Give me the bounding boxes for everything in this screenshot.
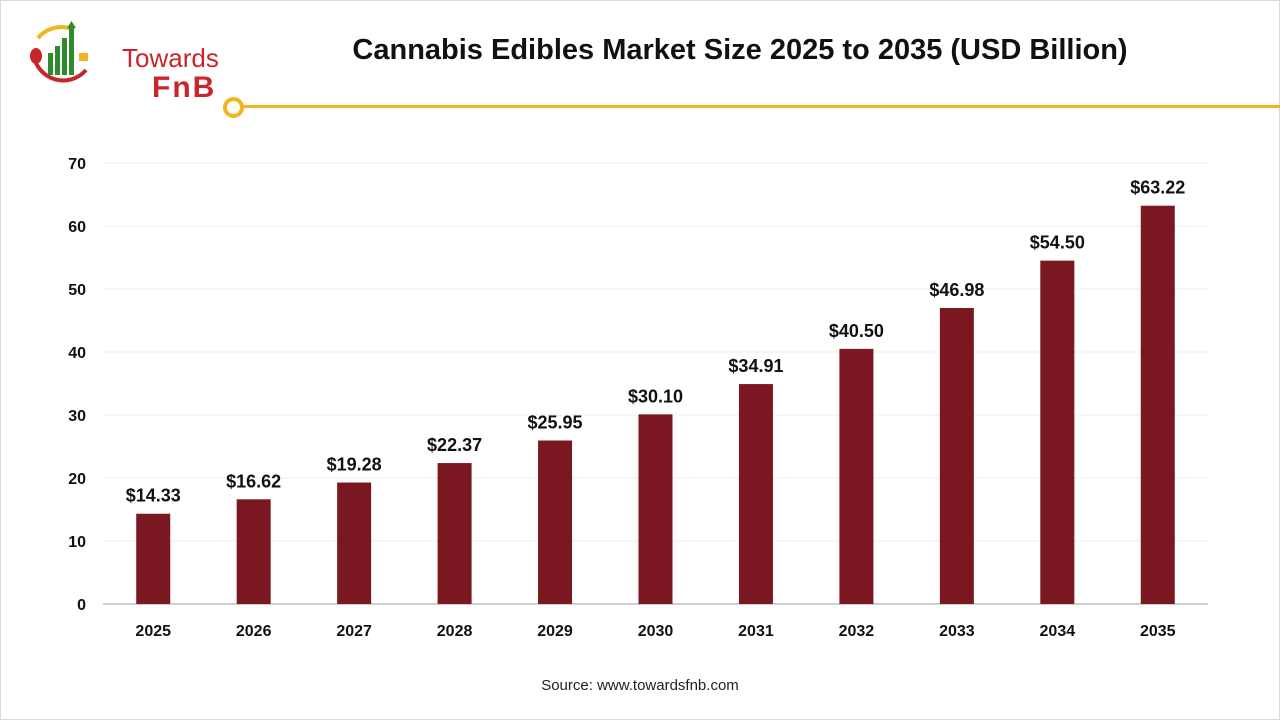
chart-title: Cannabis Edibles Market Size 2025 to 203… [352,34,1128,66]
x-tick-label: 2031 [738,623,774,640]
source-note: Source: www.towardsfnb.com [541,677,739,694]
bar-2035 [1140,205,1175,605]
y-tick-label: 20 [68,471,86,488]
y-tick-label: 40 [68,345,86,362]
data-label: $46.98 [929,280,984,300]
bar-2031 [738,384,773,604]
x-tick-label: 2030 [638,623,674,640]
logo-text-towards: Towards [122,43,219,73]
data-label: $63.22 [1130,178,1185,198]
towards-fnb-logo: Towards FnB [24,18,219,104]
bar-2034 [1040,260,1075,604]
bar-2032 [839,348,874,604]
bar-2030 [638,414,673,604]
bar-2028 [437,463,472,604]
data-label: $40.50 [829,321,884,341]
y-tick-label: 60 [68,219,86,236]
title-rule-dot [223,97,244,118]
data-label: $16.62 [226,471,281,491]
bar-2027 [337,482,372,604]
title-rule [243,105,1280,108]
y-tick-label: 10 [68,534,86,551]
x-tick-label: 2029 [537,623,573,640]
data-label: $30.10 [628,386,683,406]
bar-2025 [136,513,171,604]
bar-2026 [236,499,271,604]
data-label: $54.50 [1030,233,1085,253]
y-tick-label: 70 [68,156,86,173]
data-label: $19.28 [327,455,382,475]
x-tick-label: 2025 [135,623,171,640]
bar-2033 [939,308,974,604]
logo-emblem-icon [30,21,88,83]
y-tick-label: 0 [77,597,86,614]
x-tick-label: 2033 [939,623,975,640]
bar-2029 [538,440,573,604]
x-tick-label: 2027 [336,623,372,640]
data-label: $34.91 [728,356,783,376]
x-tick-label: 2035 [1140,623,1176,640]
data-label: $14.33 [126,486,181,506]
y-tick-label: 50 [68,282,86,299]
x-tick-label: 2026 [236,623,272,640]
x-tick-label: 2032 [839,623,875,640]
y-tick-label: 30 [68,408,86,425]
data-label: $25.95 [528,413,583,433]
x-tick-label: 2028 [437,623,473,640]
x-tick-label: 2034 [1040,623,1076,640]
logo-text-fnb: FnB [152,71,217,104]
data-label: $22.37 [427,435,482,455]
